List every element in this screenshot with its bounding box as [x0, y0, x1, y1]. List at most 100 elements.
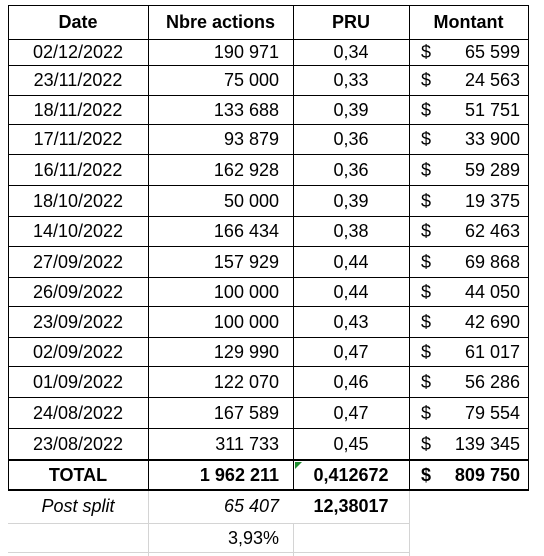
row-pru-text: 0,39	[333, 190, 369, 211]
post-split-actions[interactable]: 65 407	[148, 489, 293, 523]
row-actions[interactable]: 50 000	[148, 185, 293, 216]
row-date[interactable]: 26/09/2022	[8, 277, 148, 306]
row-date[interactable]: 23/11/2022	[8, 65, 148, 95]
row-date[interactable]: 16/11/2022	[8, 154, 148, 185]
currency-symbol: $	[421, 42, 432, 62]
row-pru[interactable]: 0,34	[293, 39, 409, 65]
border-line	[148, 489, 149, 556]
header-pru-text: PRU	[331, 12, 370, 32]
row-montant[interactable]: $19 375	[409, 185, 528, 216]
row-montant[interactable]: $44 050	[409, 277, 528, 306]
row-date[interactable]: 02/09/2022	[8, 337, 148, 366]
row-montant[interactable]: $61 017	[409, 337, 528, 366]
row-pru[interactable]: 0,38	[293, 216, 409, 246]
row-pru[interactable]: 0,46	[293, 366, 409, 397]
row-date[interactable]: 17/11/2022	[8, 124, 148, 154]
border-line	[8, 246, 529, 247]
row-date[interactable]: 27/09/2022	[8, 246, 148, 277]
row-actions-text: 100 000	[213, 281, 279, 302]
row-pru[interactable]: 0,39	[293, 185, 409, 216]
post-split-pru-text: 12,38017	[313, 496, 389, 516]
row-date[interactable]: 24/08/2022	[8, 397, 148, 428]
row-montant[interactable]: $65 599	[409, 39, 528, 65]
row-montant-text: 79 554	[464, 402, 520, 423]
row-actions[interactable]: 167 589	[148, 397, 293, 428]
total-label[interactable]: TOTAL	[8, 460, 148, 489]
row-date[interactable]: 23/09/2022	[8, 306, 148, 337]
row-actions[interactable]: 166 434	[148, 216, 293, 246]
row-pru[interactable]: 0,47	[293, 397, 409, 428]
row-montant[interactable]: $42 690	[409, 306, 528, 337]
currency-symbol: $	[421, 341, 432, 362]
row-montant-text: 59 289	[464, 159, 520, 180]
row-montant[interactable]: $24 563	[409, 65, 528, 95]
header-date[interactable]: Date	[8, 5, 148, 39]
total-montant[interactable]: $809 750	[409, 460, 528, 489]
row-actions[interactable]: 93 879	[148, 124, 293, 154]
row-pru[interactable]: 0,47	[293, 337, 409, 366]
currency-symbol: $	[421, 221, 432, 241]
row-actions[interactable]: 157 929	[148, 246, 293, 277]
row-pru[interactable]: 0,36	[293, 124, 409, 154]
row-actions[interactable]: 129 990	[148, 337, 293, 366]
header-actions[interactable]: Nbre actions	[148, 5, 293, 39]
row-pru[interactable]: 0,36	[293, 154, 409, 185]
header-montant[interactable]: Montant	[409, 5, 528, 39]
row-pru[interactable]: 0,44	[293, 277, 409, 306]
row-montant-text: 56 286	[464, 371, 520, 392]
row-actions-text: 129 990	[213, 341, 279, 362]
header-montant-text: Montant	[433, 12, 504, 32]
total-pru[interactable]: 0,412672	[293, 460, 409, 489]
row-pru[interactable]: 0,44	[293, 246, 409, 277]
row-date[interactable]: 23/08/2022	[8, 428, 148, 460]
row-date[interactable]: 14/10/2022	[8, 216, 148, 246]
row-montant[interactable]: $51 751	[409, 95, 528, 124]
row-montant[interactable]: $79 554	[409, 397, 528, 428]
border-line	[8, 154, 529, 155]
post-split-pru[interactable]: 12,38017	[293, 489, 409, 523]
row-date-text: 27/09/2022	[32, 251, 124, 272]
row-montant[interactable]: $56 286	[409, 366, 528, 397]
row-date-text: 23/11/2022	[33, 70, 123, 90]
post-split-actions-text: 65 407	[223, 496, 279, 516]
row-actions-text: 133 688	[213, 99, 279, 120]
row-actions[interactable]: 133 688	[148, 95, 293, 124]
row-montant[interactable]: $139 345	[409, 428, 528, 460]
row-date-text: 02/09/2022	[32, 341, 124, 362]
currency-symbol: $	[421, 402, 432, 423]
row-montant[interactable]: $69 868	[409, 246, 528, 277]
row-montant[interactable]: $33 900	[409, 124, 528, 154]
row-pru[interactable]: 0,33	[293, 65, 409, 95]
row-date-text: 23/09/2022	[32, 311, 124, 332]
row-actions-text: 100 000	[213, 311, 279, 332]
row-pru-text: 0,44	[333, 251, 369, 272]
percentage-value[interactable]: 3,93%	[148, 523, 293, 552]
row-montant[interactable]: $59 289	[409, 154, 528, 185]
border-line	[8, 552, 409, 553]
total-actions[interactable]: 1 962 211	[148, 460, 293, 489]
row-pru[interactable]: 0,43	[293, 306, 409, 337]
row-pru-text: 0,45	[333, 434, 369, 454]
row-actions[interactable]: 100 000	[148, 277, 293, 306]
row-pru[interactable]: 0,39	[293, 95, 409, 124]
row-actions-text: 167 589	[213, 402, 279, 423]
row-actions[interactable]: 122 070	[148, 366, 293, 397]
row-actions[interactable]: 162 928	[148, 154, 293, 185]
border-line	[8, 428, 529, 429]
row-actions[interactable]: 190 971	[148, 39, 293, 65]
header-pru[interactable]: PRU	[293, 5, 409, 39]
row-date[interactable]: 01/09/2022	[8, 366, 148, 397]
border-line	[8, 277, 529, 278]
row-actions[interactable]: 75 000	[148, 65, 293, 95]
row-date[interactable]: 18/11/2022	[8, 95, 148, 124]
row-pru[interactable]: 0,45	[293, 428, 409, 460]
row-montant-text: 61 017	[464, 341, 520, 362]
row-actions[interactable]: 311 733	[148, 428, 293, 460]
row-date[interactable]: 02/12/2022	[8, 39, 148, 65]
row-date[interactable]: 18/10/2022	[8, 185, 148, 216]
post-split-label[interactable]: Post split	[8, 489, 148, 523]
row-actions[interactable]: 100 000	[148, 306, 293, 337]
row-montant[interactable]: $62 463	[409, 216, 528, 246]
border-line	[8, 523, 409, 524]
